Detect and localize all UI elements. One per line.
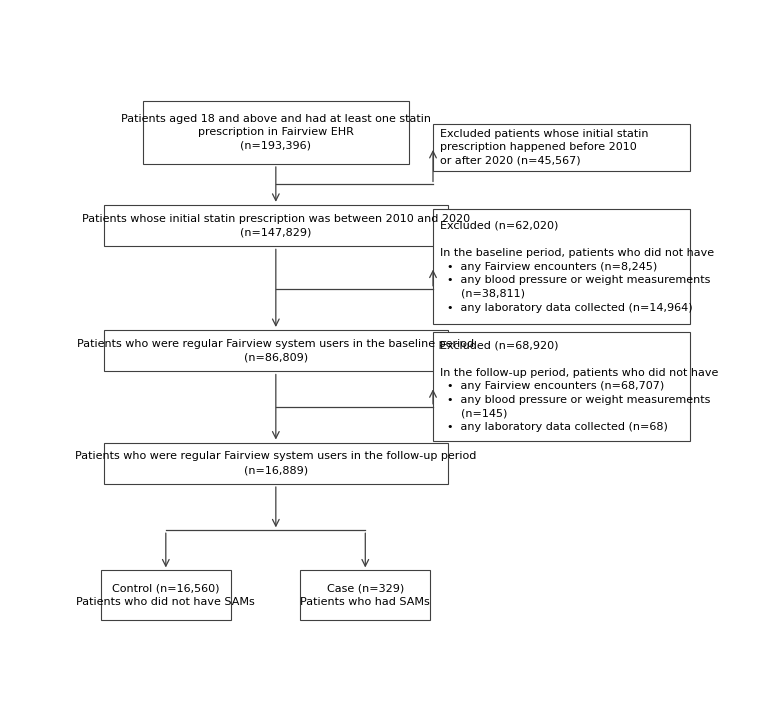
Text: Case (n=329)
Patients who had SAMs: Case (n=329) Patients who had SAMs	[300, 583, 430, 607]
Text: Patients whose initial statin prescription was between 2010 and 2020
(n=147,829): Patients whose initial statin prescripti…	[82, 214, 470, 237]
Bar	[433, 209, 690, 324]
Bar	[104, 205, 448, 246]
Bar	[433, 124, 690, 170]
Text: Patients who were regular Fairview system users in the follow-up period
(n=16,88: Patients who were regular Fairview syste…	[75, 451, 477, 475]
Text: Excluded patients whose initial statin
prescription happened before 2010
or afte: Excluded patients whose initial statin p…	[440, 129, 649, 166]
Bar	[300, 570, 431, 620]
Bar	[101, 570, 231, 620]
Text: Patients who were regular Fairview system users in the baseline period
(n=86,809: Patients who were regular Fairview syste…	[77, 339, 474, 362]
Bar	[433, 332, 690, 441]
Text: Excluded (n=68,920)

In the follow-up period, patients who did not have
  •  any: Excluded (n=68,920) In the follow-up per…	[440, 341, 718, 432]
Bar	[104, 330, 448, 371]
Text: Excluded (n=62,020)

In the baseline period, patients who did not have
  •  any : Excluded (n=62,020) In the baseline peri…	[440, 221, 714, 312]
Bar	[143, 101, 409, 164]
Text: Patients aged 18 and above and had at least one statin
prescription in Fairview : Patients aged 18 and above and had at le…	[121, 113, 431, 151]
Bar	[104, 443, 448, 484]
Text: Control (n=16,560)
Patients who did not have SAMs: Control (n=16,560) Patients who did not …	[76, 583, 255, 607]
